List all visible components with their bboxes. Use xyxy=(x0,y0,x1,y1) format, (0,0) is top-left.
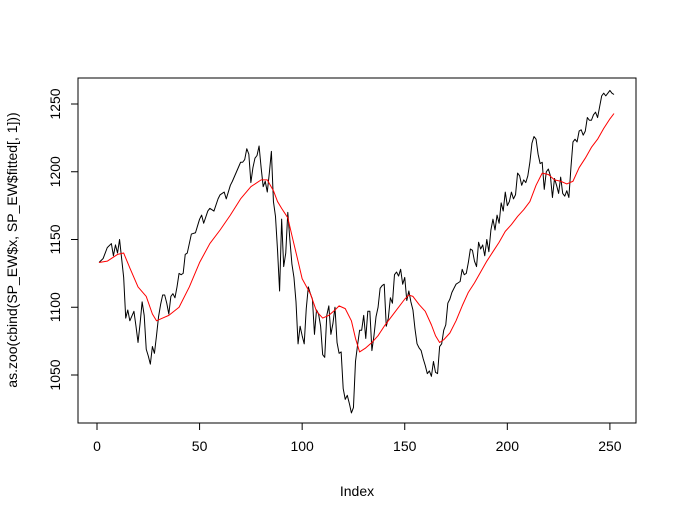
x-tick-label: 50 xyxy=(192,438,208,454)
y-tick-label: 1250 xyxy=(47,88,63,119)
y-tick-label: 1100 xyxy=(47,292,63,322)
x-tick-label: 100 xyxy=(290,438,314,454)
series-layer xyxy=(98,89,615,414)
x-tick-label: 150 xyxy=(393,438,417,454)
y-tick-label: 1200 xyxy=(47,156,63,187)
x-axis: 0 50 100 150 200 250 xyxy=(93,422,622,454)
x-tick-label: 250 xyxy=(598,438,622,454)
y-axis: 1050 1100 1150 1200 1250 xyxy=(47,88,79,391)
y-tick-label: 1150 xyxy=(47,224,63,254)
x-tick-label: 0 xyxy=(93,438,101,454)
y-axis-label: as.zoo(cbind(SP_EW$x, SP_EW$fitted[, 1])… xyxy=(4,112,20,387)
x-axis-label: Index xyxy=(340,483,374,499)
series-line-1 xyxy=(98,113,615,353)
x-tick-label: 200 xyxy=(496,438,520,454)
plot-box xyxy=(77,77,637,424)
series-line-0 xyxy=(98,89,615,414)
y-tick-label: 1050 xyxy=(47,359,63,390)
